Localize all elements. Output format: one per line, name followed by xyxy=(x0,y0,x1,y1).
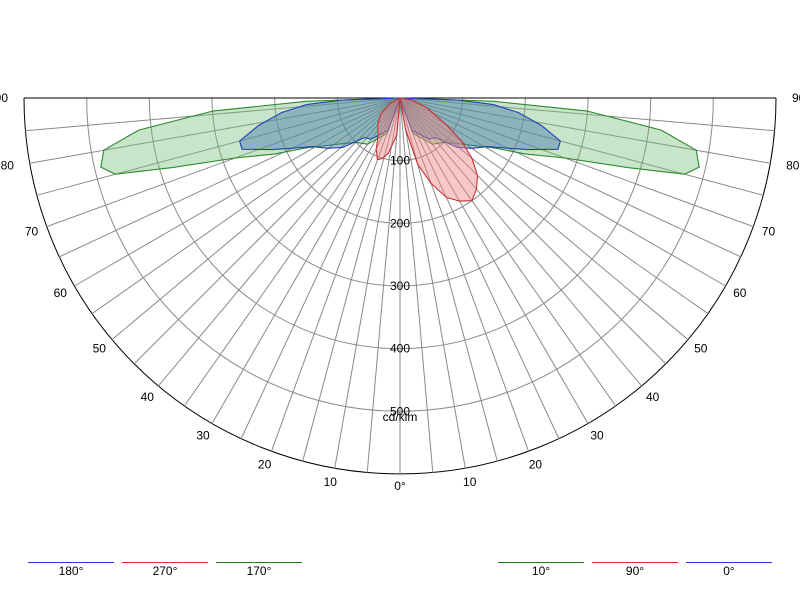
angle-spoke xyxy=(399,97,741,258)
angle-spoke xyxy=(270,97,401,452)
angle-spoke xyxy=(36,97,401,196)
angle-spoke xyxy=(399,97,689,341)
angle-spoke xyxy=(399,97,709,315)
polar-grid xyxy=(23,97,777,475)
angle-spoke xyxy=(399,97,589,424)
legend-item: 0° xyxy=(686,562,772,578)
angle-tick-label-right: 60 xyxy=(733,286,747,300)
legend-swatch xyxy=(122,562,208,563)
radial-tick-label: 500 xyxy=(390,404,410,418)
legend-item: 270° xyxy=(122,562,208,578)
series-curve-90deg xyxy=(399,97,479,202)
legend-swatch xyxy=(28,562,114,563)
angle-spoke xyxy=(74,97,401,287)
legend-item: 170° xyxy=(216,562,302,578)
series-curve-10deg xyxy=(399,97,700,175)
angle-spoke xyxy=(399,97,754,228)
series-curve-180deg xyxy=(239,97,401,151)
angle-spoke xyxy=(399,97,775,132)
angle-spoke xyxy=(240,97,401,439)
angle-tick-label-left: 30 xyxy=(196,429,210,443)
legend-item: 10° xyxy=(498,562,584,578)
angle-tick-label-right: 10 xyxy=(463,475,477,489)
legend-swatch xyxy=(592,562,678,563)
angle-spoke xyxy=(302,97,401,462)
legend-label: 10° xyxy=(531,564,551,578)
angle-spoke xyxy=(91,97,401,315)
radial-tick-label: 100 xyxy=(390,154,410,168)
angle-spoke xyxy=(334,97,401,469)
legend-label: 270° xyxy=(152,564,178,578)
angle-spoke xyxy=(59,97,401,258)
angle-spoke xyxy=(25,97,401,132)
legend-item: 180° xyxy=(28,562,114,578)
angle-tick-label-left: 70 xyxy=(25,224,39,238)
angle-spoke xyxy=(29,97,401,164)
angle-spoke xyxy=(183,97,401,407)
angle-spoke xyxy=(399,97,560,439)
angle-zero-label: 0° xyxy=(394,479,406,493)
angle-spoke xyxy=(399,97,764,196)
angle-spoke xyxy=(366,97,401,473)
angle-spoke xyxy=(399,97,643,387)
series-curve-0deg xyxy=(399,97,561,151)
angle-spoke xyxy=(399,97,726,287)
axis-labels: 100 200 300 400 500 90 80 70 60 50 40 30 20 10 10 20 30 4… xyxy=(0,91,800,493)
angle-tick-label-left: 90 xyxy=(0,91,8,105)
angle-spoke xyxy=(111,97,401,341)
radial-tick-label: 400 xyxy=(390,342,410,356)
angle-spoke xyxy=(46,97,401,228)
angle-spoke xyxy=(211,97,401,424)
angle-spoke xyxy=(399,97,466,469)
legend-swatch xyxy=(686,562,772,563)
angle-tick-label-right: 50 xyxy=(694,342,708,356)
angle-tick-label-left: 10 xyxy=(324,475,338,489)
series-curve-170deg xyxy=(100,97,401,175)
angle-tick-label-right: 80 xyxy=(786,159,800,173)
legend-item: 90° xyxy=(592,562,678,578)
angle-tick-label-right: 90 xyxy=(792,91,800,105)
legend-label: 180° xyxy=(58,564,84,578)
series-curve-270deg xyxy=(375,97,401,161)
legend-label: 170° xyxy=(246,564,272,578)
series-layer xyxy=(100,97,700,202)
angle-tick-label-left: 50 xyxy=(93,342,107,356)
angle-tick-label-right: 30 xyxy=(590,429,604,443)
angle-tick-label-right: 70 xyxy=(762,224,776,238)
radial-tick-label: 300 xyxy=(390,279,410,293)
legend-swatch xyxy=(498,562,584,563)
angle-spoke xyxy=(399,97,771,164)
angle-tick-label-left: 60 xyxy=(54,286,68,300)
angle-tick-label-right: 40 xyxy=(646,390,660,404)
radial-unit-label: cd/klm xyxy=(383,410,418,424)
angle-tick-label-left: 40 xyxy=(141,390,155,404)
angle-spoke xyxy=(399,97,434,473)
angle-spoke xyxy=(399,97,530,452)
angle-spoke xyxy=(157,97,401,387)
radial-tick-label: 200 xyxy=(390,216,410,230)
angle-tick-label-left: 80 xyxy=(1,159,15,173)
angle-tick-label-right: 20 xyxy=(529,457,543,471)
angle-tick-label-left: 20 xyxy=(258,457,272,471)
legend-label: 90° xyxy=(625,564,645,578)
angle-spoke xyxy=(399,97,617,407)
legend-label: 0° xyxy=(723,564,735,578)
legend-swatch xyxy=(216,562,302,563)
